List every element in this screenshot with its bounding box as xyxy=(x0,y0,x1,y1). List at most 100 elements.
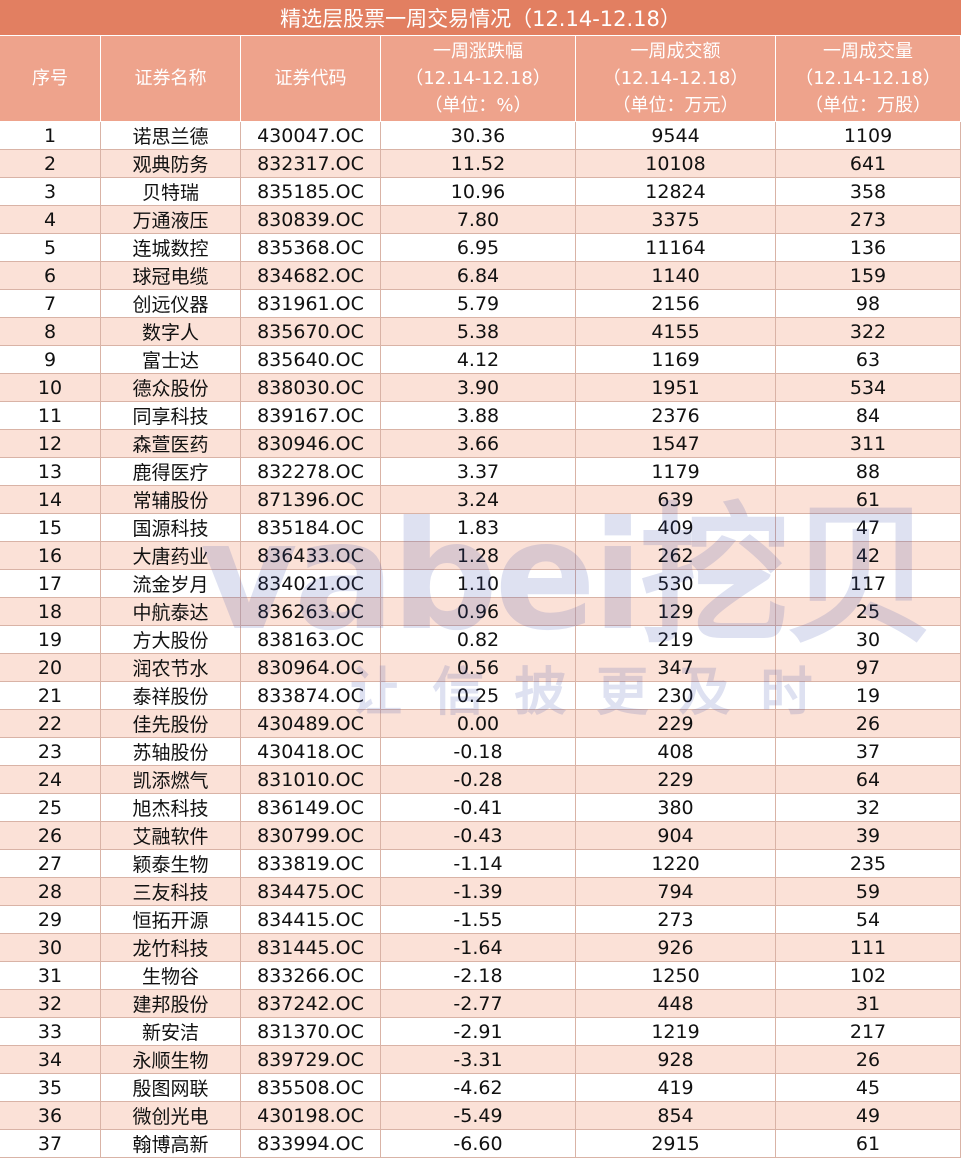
table-cell: 98 xyxy=(776,290,961,318)
table-cell: 3.90 xyxy=(381,374,576,402)
table-cell: 9544 xyxy=(576,122,776,150)
table-cell: 17 xyxy=(0,570,101,598)
table-cell: 834021.OC xyxy=(241,570,381,598)
table-cell: 2915 xyxy=(576,1130,776,1158)
table-cell: 54 xyxy=(776,906,961,934)
table-cell: 富士达 xyxy=(101,346,241,374)
table-cell: 中航泰达 xyxy=(101,598,241,626)
table-cell: 408 xyxy=(576,738,776,766)
table-cell: 诺思兰德 xyxy=(101,122,241,150)
table-cell: 14 xyxy=(0,486,101,514)
table-cell: 新安洁 xyxy=(101,1018,241,1046)
table-cell: 530 xyxy=(576,570,776,598)
table-cell: 830964.OC xyxy=(241,654,381,682)
table-cell: 9 xyxy=(0,346,101,374)
table-cell: 3.66 xyxy=(381,430,576,458)
table-cell: -0.18 xyxy=(381,738,576,766)
header-text: 证券名称 xyxy=(134,68,207,89)
table-cell: 837242.OC xyxy=(241,990,381,1018)
table-cell: 322 xyxy=(776,318,961,346)
header-text: （单位：%） xyxy=(424,95,532,116)
header-text: 证券代码 xyxy=(274,68,347,89)
table-cell: 凯添燃气 xyxy=(101,766,241,794)
table-cell: -0.43 xyxy=(381,822,576,850)
table-cell: 恒拓开源 xyxy=(101,906,241,934)
table-cell: 102 xyxy=(776,962,961,990)
table-cell: 928 xyxy=(576,1046,776,1074)
table-cell: -2.18 xyxy=(381,962,576,990)
table-cell: 润农节水 xyxy=(101,654,241,682)
table-cell: 8 xyxy=(0,318,101,346)
table-cell: 12824 xyxy=(576,178,776,206)
table-cell: 苏轴股份 xyxy=(101,738,241,766)
table-cell: 835670.OC xyxy=(241,318,381,346)
table-cell: 311 xyxy=(776,430,961,458)
table-cell: 6 xyxy=(0,262,101,290)
table-cell: 347 xyxy=(576,654,776,682)
table-cell: -0.28 xyxy=(381,766,576,794)
table-cell: 430198.OC xyxy=(241,1102,381,1130)
table-cell: -0.41 xyxy=(381,794,576,822)
header-text: 一周涨跌幅 xyxy=(433,41,523,62)
table-cell: 颖泰生物 xyxy=(101,850,241,878)
table-cell: 国源科技 xyxy=(101,514,241,542)
table-cell: 三友科技 xyxy=(101,878,241,906)
table-cell: 34 xyxy=(0,1046,101,1074)
table-cell: -5.49 xyxy=(381,1102,576,1130)
table-cell: 7.80 xyxy=(381,206,576,234)
table-cell: 36 xyxy=(0,1102,101,1130)
table-cell: 5 xyxy=(0,234,101,262)
table-cell: -2.91 xyxy=(381,1018,576,1046)
table-cell: 5.38 xyxy=(381,318,576,346)
table-cell: 31 xyxy=(0,962,101,990)
table-cell: 2156 xyxy=(576,290,776,318)
table-cell: 834682.OC xyxy=(241,262,381,290)
table-cell: 26 xyxy=(776,710,961,738)
table-cell: 409 xyxy=(576,514,776,542)
header-text: 一周成交量 xyxy=(823,41,913,62)
table-cell: 871396.OC xyxy=(241,486,381,514)
table-cell: 27 xyxy=(0,850,101,878)
table-cell: 24 xyxy=(0,766,101,794)
table-cell: 833266.OC xyxy=(241,962,381,990)
table-cell: 835184.OC xyxy=(241,514,381,542)
table-cell: 11 xyxy=(0,402,101,430)
table-cell: 229 xyxy=(576,766,776,794)
table-cell: 4155 xyxy=(576,318,776,346)
table-cell: -1.64 xyxy=(381,934,576,962)
table-cell: 430418.OC xyxy=(241,738,381,766)
table-cell: 832278.OC xyxy=(241,458,381,486)
table-cell: 33 xyxy=(0,1018,101,1046)
table-cell: 德众股份 xyxy=(101,374,241,402)
table-cell: 21 xyxy=(0,682,101,710)
table-cell: 273 xyxy=(776,206,961,234)
table-cell: 831010.OC xyxy=(241,766,381,794)
table-cell: 同享科技 xyxy=(101,402,241,430)
table-cell: 19 xyxy=(776,682,961,710)
header-cell: 一周成交额 （12.14-12.18） （单位：万元） xyxy=(576,36,776,122)
table-cell: 0.25 xyxy=(381,682,576,710)
table-cell: 旭杰科技 xyxy=(101,794,241,822)
table-cell: 63 xyxy=(776,346,961,374)
table-cell: 方大股份 xyxy=(101,626,241,654)
table-cell: 30 xyxy=(0,934,101,962)
table-cell: 836149.OC xyxy=(241,794,381,822)
table-cell: 3.24 xyxy=(381,486,576,514)
table-cell: 生物谷 xyxy=(101,962,241,990)
table-cell: 观典防务 xyxy=(101,150,241,178)
table-cell: 834475.OC xyxy=(241,878,381,906)
table-cell: 万通液压 xyxy=(101,206,241,234)
table-cell: 42 xyxy=(776,542,961,570)
table-cell: 380 xyxy=(576,794,776,822)
table-cell: 794 xyxy=(576,878,776,906)
table-cell: 61 xyxy=(776,1130,961,1158)
table-cell: 831370.OC xyxy=(241,1018,381,1046)
table-cell: 4.12 xyxy=(381,346,576,374)
table-cell: 1169 xyxy=(576,346,776,374)
table-cell: 358 xyxy=(776,178,961,206)
table-cell: 6.95 xyxy=(381,234,576,262)
table-cell: 0.00 xyxy=(381,710,576,738)
table-cell: 创远仪器 xyxy=(101,290,241,318)
table-cell: -1.14 xyxy=(381,850,576,878)
